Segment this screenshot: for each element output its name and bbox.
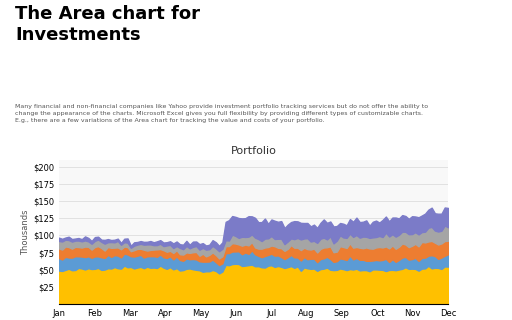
Y-axis label: Thousands: Thousands [21,209,30,255]
Text: The Area chart for
Investments: The Area chart for Investments [15,4,200,44]
Title: Portfolio: Portfolio [230,147,276,156]
Text: Many financial and non-financial companies like Yahoo provide investment portfol: Many financial and non-financial compani… [15,104,429,123]
